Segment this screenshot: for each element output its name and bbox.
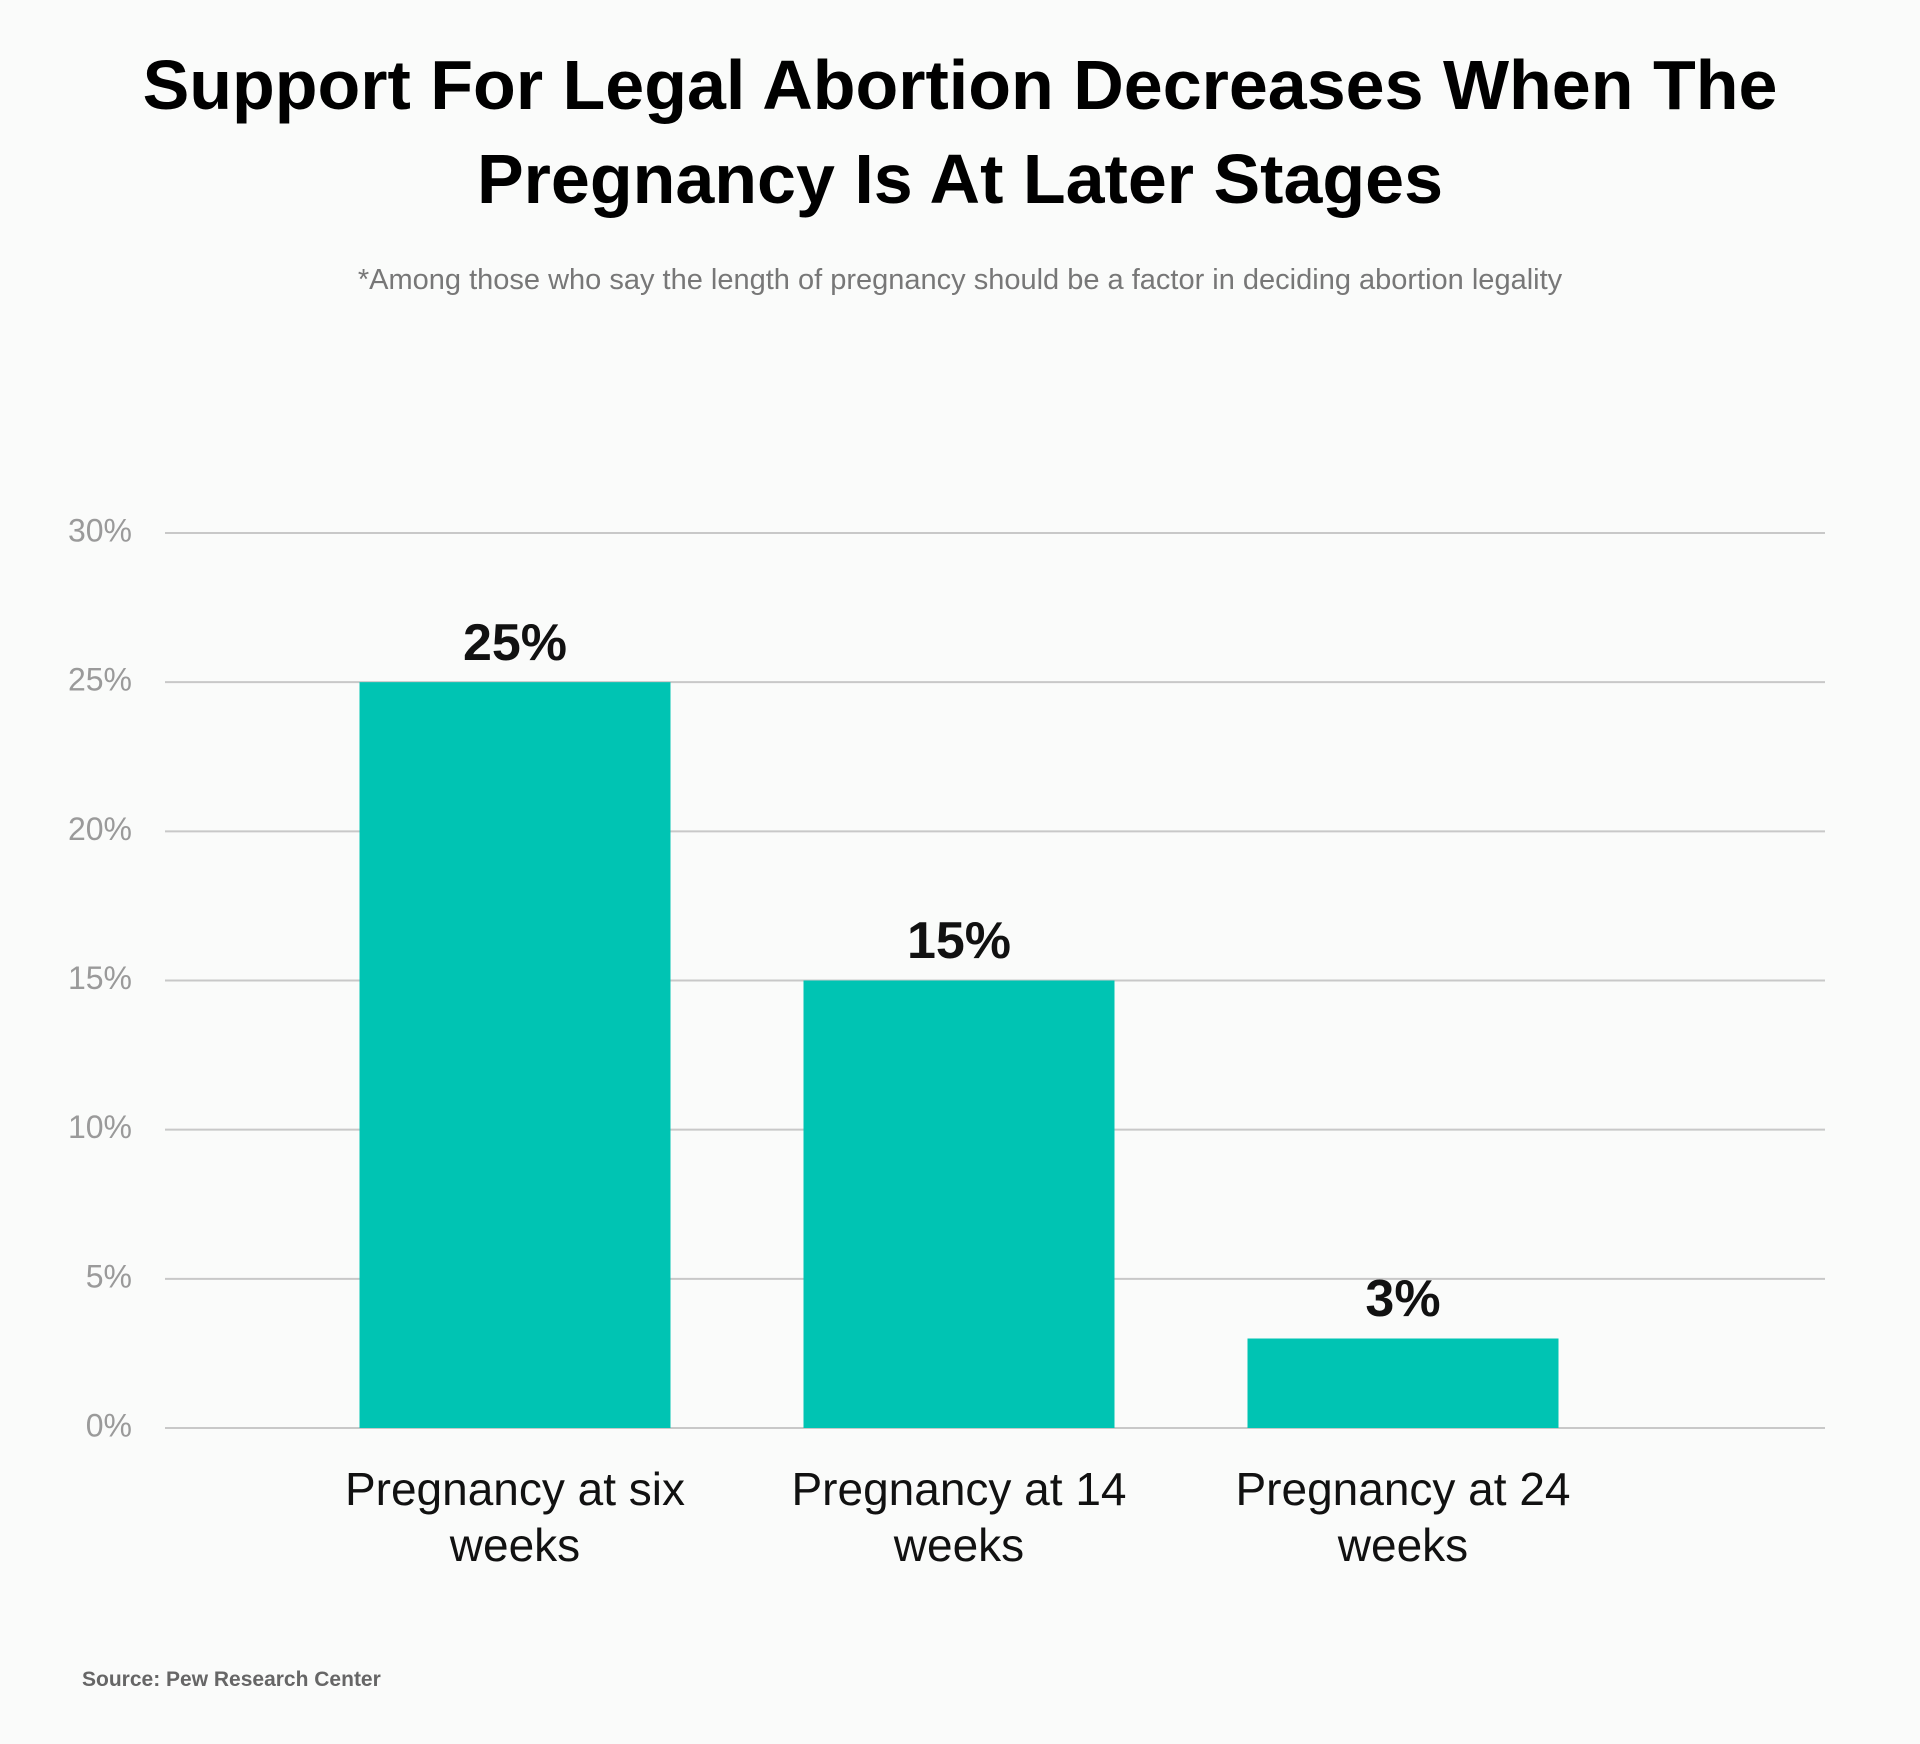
- y-tick-label: 0%: [86, 1407, 132, 1443]
- value-label: 3%: [1365, 1270, 1440, 1328]
- bar: [359, 682, 671, 1428]
- x-tick-label: Pregnancy at 24 weeks: [1235, 1463, 1571, 1571]
- y-tick-label: 10%: [68, 1109, 132, 1145]
- value-label: 15%: [907, 912, 1011, 970]
- y-tick-label: 5%: [86, 1258, 132, 1294]
- bar: [1247, 1338, 1559, 1428]
- source-note: Source: Pew Research Center: [82, 1668, 381, 1691]
- y-tick-label: 30%: [68, 512, 132, 548]
- chart-subtitle: *Among those who say the length of pregn…: [357, 264, 1563, 296]
- y-tick-label: 15%: [68, 960, 132, 996]
- y-tick-label: 25%: [68, 662, 132, 698]
- x-tick-label: Pregnancy at six weeks: [344, 1463, 686, 1571]
- value-label: 25%: [463, 614, 567, 672]
- chart-title: Support For Legal Abortion Decreases Whe…: [142, 46, 1778, 218]
- y-tick-label: 20%: [68, 811, 132, 847]
- bar: [803, 980, 1115, 1428]
- x-tick-label: Pregnancy at 14 weeks: [791, 1463, 1127, 1571]
